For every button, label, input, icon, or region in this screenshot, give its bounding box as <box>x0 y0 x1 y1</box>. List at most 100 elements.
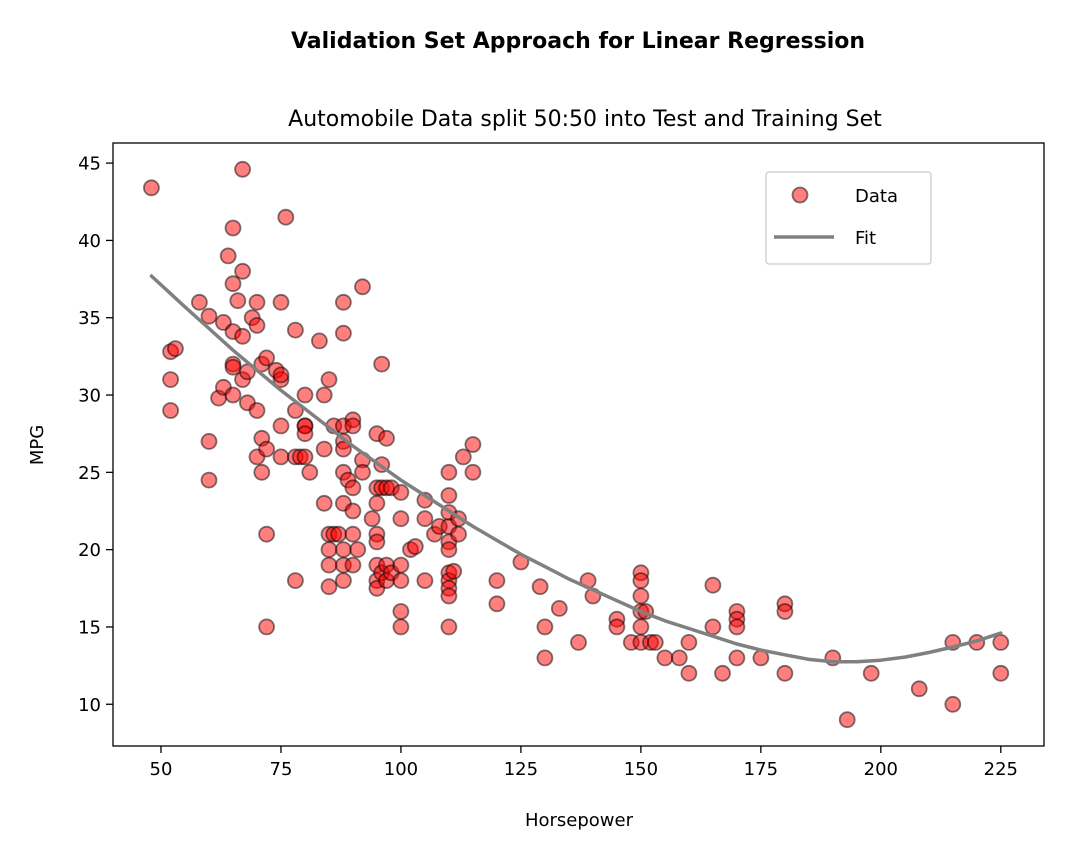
data-point <box>445 562 463 580</box>
y-tick-label: 30 <box>78 386 101 407</box>
data-point <box>315 494 333 512</box>
data-point <box>315 386 333 404</box>
data-point <box>320 541 338 558</box>
data-point <box>330 525 348 543</box>
data-point <box>680 634 698 651</box>
data-point <box>776 664 794 682</box>
data-point <box>680 664 698 682</box>
legend-label-fit: Fit <box>855 228 876 249</box>
data-point <box>258 440 276 458</box>
data-point <box>570 634 587 651</box>
data-point <box>248 316 266 334</box>
data-point <box>416 510 434 528</box>
x-tick-label: 125 <box>504 759 538 780</box>
data-point <box>373 355 391 373</box>
data-point <box>229 292 247 310</box>
data-point <box>944 695 962 713</box>
figure-suptitle: Validation Set Approach for Linear Regre… <box>291 29 865 54</box>
data-point <box>344 502 362 520</box>
data-point <box>253 463 271 481</box>
x-tick-label: 175 <box>744 759 778 780</box>
data-point <box>488 595 506 613</box>
data-point <box>416 572 434 589</box>
data-point <box>248 402 266 419</box>
data-point <box>392 572 410 589</box>
data-point <box>162 371 180 389</box>
x-tick-label: 150 <box>624 759 658 780</box>
axes-frame <box>112 142 1045 747</box>
y-tick-label: 40 <box>78 231 101 252</box>
data-point <box>334 541 352 558</box>
data-point <box>608 618 626 636</box>
data-point <box>670 649 688 667</box>
data-point <box>258 525 276 543</box>
data-point <box>531 578 549 596</box>
data-point <box>344 479 362 497</box>
data-point <box>454 448 472 466</box>
legend-box <box>765 171 932 265</box>
data-point <box>363 510 381 528</box>
fit-line <box>149 274 1003 664</box>
data-point <box>910 680 928 698</box>
y-tick-label: 25 <box>78 463 101 484</box>
data-point <box>272 293 290 311</box>
data-point <box>296 448 314 466</box>
data-point <box>344 417 362 435</box>
data-point <box>320 556 338 574</box>
x-tick-label: 75 <box>270 759 293 780</box>
data-point <box>219 247 237 265</box>
data-point <box>406 538 424 555</box>
y-axis-label: MPG <box>27 425 48 465</box>
data-point <box>992 664 1010 682</box>
x-tick-label: 225 <box>984 759 1018 780</box>
data-point <box>320 578 338 596</box>
data-point <box>392 603 410 620</box>
data-point <box>344 525 362 543</box>
legend-data-marker <box>791 186 809 204</box>
data-point <box>440 541 458 558</box>
data-point <box>234 160 252 178</box>
data-point <box>714 664 731 682</box>
data-point <box>632 618 650 636</box>
data-point <box>142 179 160 197</box>
data-point <box>838 711 856 729</box>
data-point <box>320 371 338 389</box>
data-point <box>224 219 242 237</box>
data-point <box>349 541 367 558</box>
data-point <box>334 324 352 342</box>
legend-label-data: Data <box>855 186 898 207</box>
data-point <box>258 349 276 367</box>
data-point <box>248 293 266 311</box>
data-point <box>536 618 554 636</box>
y-tick-label: 10 <box>78 695 101 716</box>
data-point <box>488 572 506 589</box>
data-point <box>776 603 794 620</box>
data-point <box>728 649 746 667</box>
data-point <box>334 293 352 311</box>
data-point <box>286 321 304 339</box>
data-point <box>224 386 242 404</box>
data-point <box>440 587 458 605</box>
data-point <box>258 618 276 636</box>
data-point <box>234 327 252 345</box>
data-point <box>315 440 333 458</box>
y-tick-label: 45 <box>78 154 101 175</box>
axis-ticks: 50 75 100 125 150 175 200 225 10 15 20 25 30 35 40 45 <box>78 154 1018 780</box>
data-point <box>200 307 218 325</box>
data-point <box>450 525 467 543</box>
y-tick-label: 15 <box>78 617 101 638</box>
data-point <box>277 208 295 226</box>
data-point <box>392 556 410 574</box>
data-point <box>286 572 304 589</box>
data-point <box>704 618 722 636</box>
data-point <box>296 425 314 443</box>
data-point <box>368 494 386 512</box>
x-axis-label: Horsepower <box>525 810 634 831</box>
data-point <box>656 649 674 667</box>
data-point <box>378 429 395 447</box>
data-point <box>301 463 319 481</box>
data-point <box>272 417 290 435</box>
data-point <box>272 366 290 384</box>
plot-area <box>142 160 1010 729</box>
